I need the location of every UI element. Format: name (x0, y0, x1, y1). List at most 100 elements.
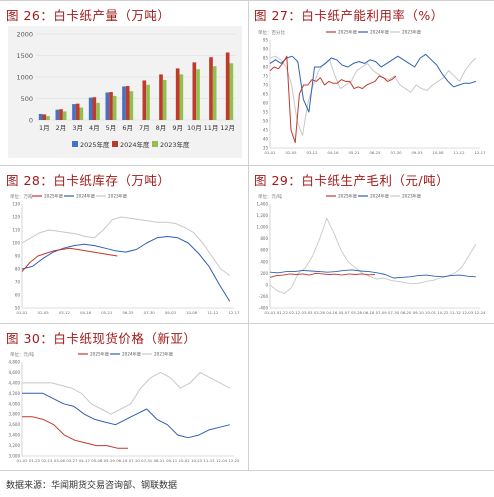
legend-label: 2023年度 (402, 193, 422, 200)
x-tick-label: 04-17 (79, 458, 91, 463)
bar-2025年度 (88, 97, 93, 120)
y-tick-label: -200 (259, 294, 269, 299)
x-tick-label: 11-12 (453, 150, 465, 155)
x-tick-label: 06-25 (369, 150, 381, 155)
divider (0, 165, 494, 166)
x-tick-label: 05-07 (339, 310, 351, 315)
y-tick-label: 90 (263, 47, 269, 52)
x-tick-label: 01-23 (29, 458, 41, 463)
bar-2024年度 (225, 52, 230, 120)
x-tick-label: 12-25 (228, 458, 240, 463)
x-tick-label: 10-08 (186, 310, 198, 315)
x-tick-label: 12-17 (474, 150, 486, 155)
x-tick-label: 02-12 (289, 310, 301, 315)
y-tick-label: 800 (260, 236, 268, 241)
x-tick-label: 02-05 (38, 310, 50, 315)
x-tick-label: 05-21 (101, 310, 113, 315)
y-tick-label: 4,800 (9, 360, 21, 365)
y-tick-label: 55 (263, 110, 269, 115)
x-tick-label: 03-06 (54, 458, 66, 463)
legend-label: 2024年度 (76, 193, 96, 200)
x-tick-label: 05-29 (104, 458, 116, 463)
chart-title-inventory: 图 28：白卡纸库存（万吨） (6, 173, 171, 188)
divider (248, 0, 249, 470)
margin-line-chart: 单位：元/吨 -400 -200 0 200 400 600 800 1,000 1,200 1,4… (257, 193, 487, 316)
x-tick-label: 6月 (122, 124, 133, 132)
x-tick-label: 07-31 (141, 458, 153, 463)
legend-label: 2024年度 (120, 140, 150, 149)
bar-2023年度 (112, 95, 117, 120)
x-tick-label: 01-01 (264, 310, 276, 315)
y-tick-label: 1000 (16, 74, 33, 82)
bar-2023年度 (146, 84, 150, 120)
bar-2025年度 (55, 109, 60, 120)
x-tick-label: 06-18 (363, 310, 375, 315)
x-tick-label: 02-13 (41, 458, 53, 463)
bar-2025年度 (38, 113, 43, 120)
bar-2024年度 (59, 109, 63, 120)
x-tick-label: 06-19 (116, 458, 128, 463)
x-tick-label: 11-12 (450, 310, 462, 315)
bar-2023年度 (212, 66, 217, 120)
legend-label: 2024年度 (370, 29, 390, 36)
x-tick-label: 01-01 (264, 150, 276, 155)
bar-2024年度 (142, 80, 147, 120)
x-tick-label: 08-20 (400, 310, 412, 315)
legend-label: 2025年度 (44, 193, 64, 200)
y-tick-label: 4,200 (9, 391, 21, 396)
x-tick-label: 09-03 (411, 150, 423, 155)
bar-2023年度 (129, 91, 134, 120)
y-tick-label: 0 (265, 282, 268, 287)
bar-2024年度 (92, 97, 97, 120)
y-tick-label: 2000 (16, 31, 33, 39)
series-line-2024年度 (21, 236, 231, 302)
y-tick-label: 3,000 (9, 454, 21, 459)
y-tick-label: 70 (15, 280, 21, 285)
unit-label: 单位：元/吨 (10, 351, 35, 358)
chart-title-margin: 图 29：白卡纸生产毛利（元/吨） (254, 173, 450, 188)
x-tick-label: 02-05 (285, 150, 297, 155)
y-tick-label: 120 (12, 215, 20, 220)
legend-label: 2025年度 (90, 351, 110, 358)
y-tick-label: 0 (29, 117, 33, 125)
x-tick-label: 12-03 (462, 310, 474, 315)
bar-2025年度 (72, 104, 76, 120)
bar-2023年度 (96, 102, 100, 120)
y-tick-label: 65 (263, 92, 269, 97)
bar-2025年度 (122, 86, 126, 120)
unit-label: 单位：万吨 (10, 193, 33, 200)
x-tick-label: 09-11 (166, 458, 178, 463)
chart-title-utilization: 图 27：白卡纸产能利用率（%） (254, 8, 444, 23)
x-tick-label: 1月 (39, 124, 50, 132)
legend-swatch (152, 141, 158, 147)
x-tick-label: 12-04 (216, 458, 228, 463)
y-tick-label: 90 (15, 254, 21, 259)
y-tick-label: 3,600 (9, 422, 21, 427)
y-tick-label: 80 (15, 267, 21, 272)
bar-2025年度 (105, 92, 110, 120)
divider (0, 323, 494, 324)
divider (0, 470, 494, 471)
x-tick-label: 03-27 (66, 458, 78, 463)
legend-swatch (112, 141, 118, 147)
x-tick-label: 12-24 (474, 310, 486, 315)
bar-2024年度 (125, 86, 130, 120)
bar-2024年度 (209, 57, 213, 120)
production-bar-chart: 0 500 1000 1500 2000 1月 2月 3月 4月 5月 6月 7月 8月 9月 10月 11月… (8, 26, 242, 158)
bar-2023年度 (46, 116, 50, 120)
y-tick-label: 1500 (16, 52, 33, 60)
x-tick-label: 2月 (56, 124, 67, 132)
inventory-line-chart: 单位：万吨 50 60 70 80 90 100 110 120 130 01-01 02-05 03-… (10, 193, 240, 316)
series-line-2023年度 (22, 371, 231, 415)
x-tick-label: 10-23 (191, 458, 203, 463)
x-tick-label: 12-17 (228, 310, 240, 315)
legend-label: 2025年度 (338, 29, 358, 36)
x-tick-label: 09-03 (165, 310, 177, 315)
x-tick-label: 10-08 (432, 150, 444, 155)
series-line-2023年度 (269, 217, 477, 295)
x-tick-label: 11-13 (204, 458, 216, 463)
bar-2024年度 (109, 92, 113, 120)
y-tick-label: 4,000 (9, 401, 21, 406)
price-line-chart: 单位：元/吨 3,000 3,200 3,400 3,600 3,800 4,000 4,20… (9, 351, 241, 464)
x-tick-label: 12月 (220, 124, 235, 132)
